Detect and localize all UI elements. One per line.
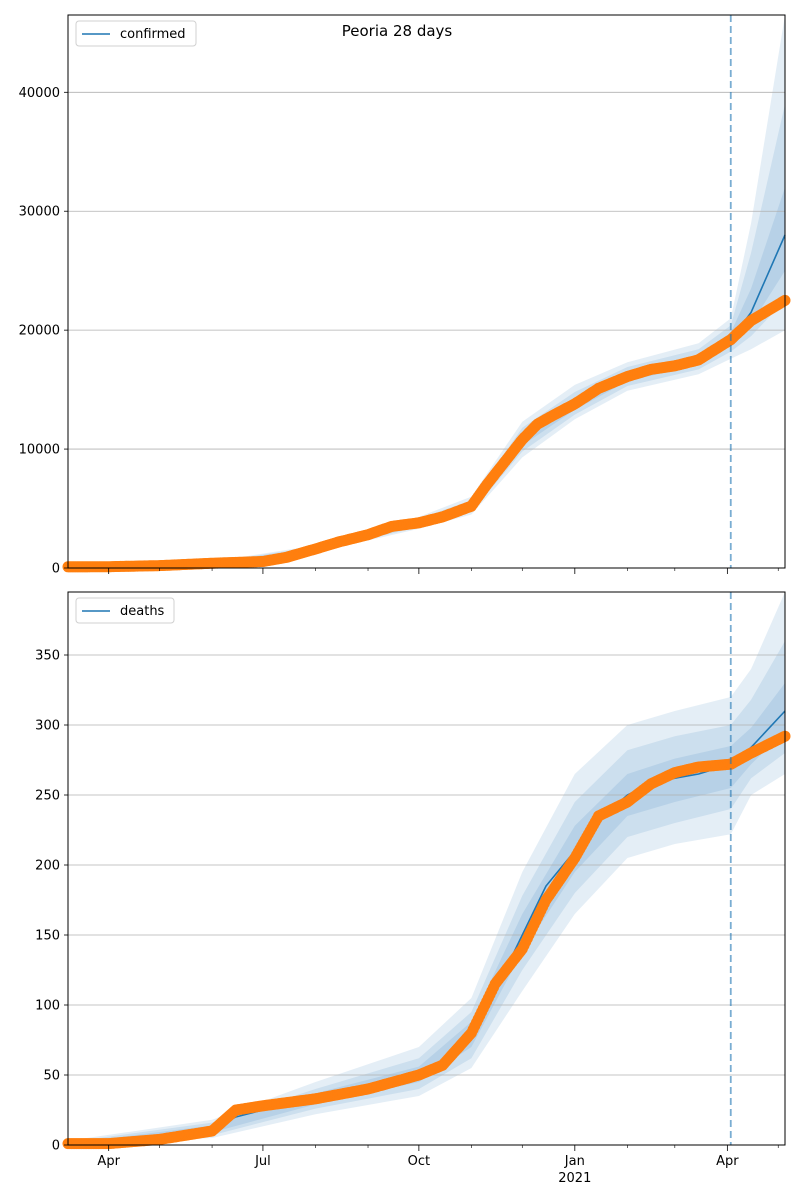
deaths-uncertainty-bands — [68, 592, 785, 1145]
uncertainty-band-2 — [68, 683, 785, 1145]
deaths-y-axis: 0 50 100 150 200 250 300 350 — [35, 649, 68, 1154]
x-tick-label: Jan — [564, 1154, 585, 1169]
y-tick-label: 100 — [35, 999, 60, 1014]
confirmed-axes-frame — [67, 14, 786, 569]
chart-title: Peoria 28 days — [342, 22, 453, 40]
deaths-legend: deaths — [75, 597, 175, 624]
uncertainty-band-0 — [68, 15, 785, 568]
confirmed-legend: confirmed — [75, 20, 197, 47]
deaths-x-axis: Apr Jul Oct Jan Apr 2021 — [97, 1145, 779, 1186]
y-tick-label: 300 — [35, 719, 60, 734]
legend-box — [75, 20, 197, 47]
y-tick-label: 150 — [35, 929, 60, 944]
deaths-axes-frame — [67, 591, 786, 1146]
x-tick-label: Jul — [254, 1154, 271, 1169]
axes-frame — [67, 14, 786, 569]
y-tick-label: 40000 — [19, 86, 60, 101]
confirmed-x-axis-ticks — [108, 568, 779, 574]
y-tick-label: 10000 — [19, 443, 60, 458]
uncertainty-band-1 — [68, 104, 785, 568]
y-tick-label: 350 — [35, 649, 60, 664]
y-tick-label: 250 — [35, 789, 60, 804]
y-tick-label: 0 — [52, 562, 60, 577]
y-tick-label: 0 — [52, 1139, 60, 1154]
confirmed-panel: 0 10000 20000 30000 40000 confirmed — [19, 14, 791, 577]
x-tick-label: Oct — [408, 1154, 430, 1169]
x-year-label: 2021 — [558, 1171, 591, 1186]
x-tick-label: Apr — [97, 1154, 120, 1169]
confirmed-observed-points — [62, 294, 791, 573]
confirmed-uncertainty-bands — [68, 15, 785, 568]
y-tick-label: 50 — [43, 1069, 60, 1084]
confirmed-gridlines — [68, 91, 785, 450]
x-tick-label: Apr — [716, 1154, 739, 1169]
axes-frame — [67, 591, 786, 1146]
y-tick-label: 20000 — [19, 324, 60, 339]
legend-label-deaths: deaths — [120, 604, 165, 619]
y-tick-label: 30000 — [19, 205, 60, 220]
y-tick-label: 200 — [35, 859, 60, 874]
confirmed-y-axis: 0 10000 20000 30000 40000 — [19, 86, 68, 577]
deaths-panel: 0 50 100 150 200 250 300 350 Apr Jul Oct Jan Apr 202… — [35, 591, 791, 1186]
legend-box — [75, 597, 175, 624]
legend-label-confirmed: confirmed — [120, 27, 186, 42]
